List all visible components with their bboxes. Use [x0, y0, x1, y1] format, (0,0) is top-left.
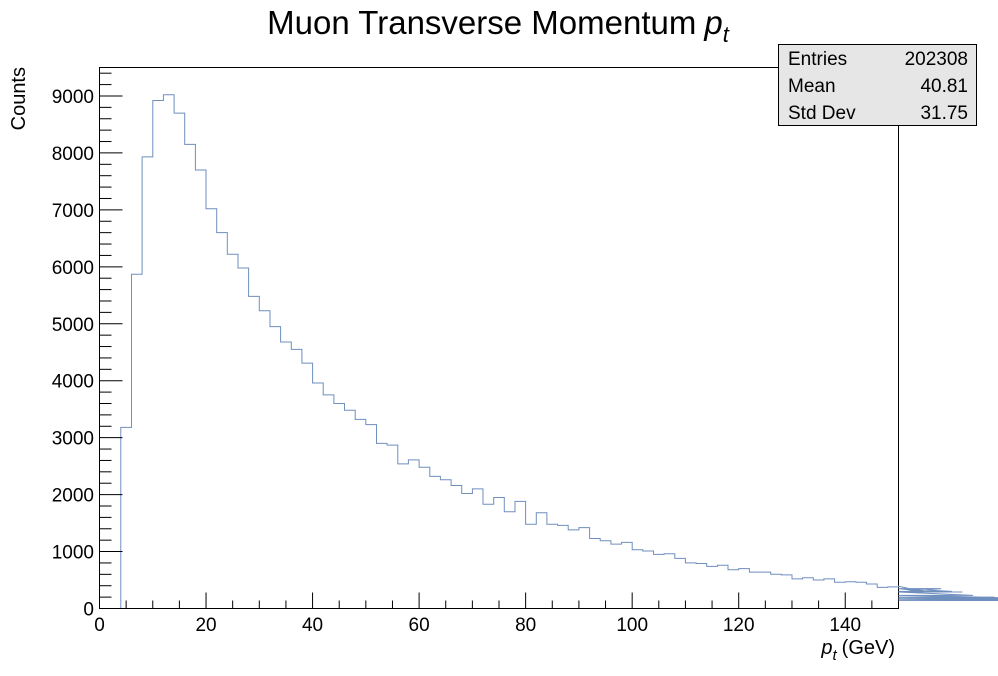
x-axis: 0 20 40 60 80 100 120 140: [94, 592, 899, 636]
stats-box: Entries 202308 Mean 40.81 Std Dev 31.75: [778, 44, 977, 126]
y-axis: 0 1000 2000 3000 4000 5000 6000 7000 8000 9000: [52, 72, 123, 621]
y-tick-label: 3000: [52, 429, 94, 450]
x-tick-label: 20: [195, 615, 216, 636]
y-axis-label: Counts: [8, 67, 30, 130]
x-axis-label-subscript: t: [832, 647, 837, 664]
stats-mean-value: 40.81: [920, 76, 968, 97]
x-tick-label: 40: [302, 615, 323, 636]
stats-std-value: 31.75: [920, 103, 968, 124]
y-tick-label: 7000: [52, 201, 94, 222]
stats-std-label: Std Dev: [788, 103, 856, 124]
x-tick-label: 80: [515, 615, 536, 636]
chart-title-symbol: p: [703, 4, 722, 41]
chart-title-text: Muon Transverse Momentum: [267, 4, 696, 41]
x-tick-label: 60: [409, 615, 430, 636]
y-tick-label: 6000: [52, 258, 94, 279]
y-tick-label: 1000: [52, 543, 94, 564]
y-tick-label: 2000: [52, 486, 94, 507]
stats-box-background: [778, 44, 977, 126]
chart-title: Muon Transverse Momentum pt: [267, 4, 730, 47]
stats-entries-label: Entries: [788, 49, 847, 70]
x-tick-label: 0: [94, 615, 105, 636]
x-axis-label-symbol: p: [820, 637, 832, 659]
stats-mean-label: Mean: [788, 76, 836, 97]
plot-frame: [99, 67, 899, 609]
chart-title-subscript: t: [723, 22, 730, 47]
y-tick-label: 4000: [52, 372, 94, 393]
y-tick-label: 5000: [52, 315, 94, 336]
x-axis-label-unit: (GeV): [842, 637, 895, 659]
y-tick-label: 0: [83, 600, 94, 621]
x-tick-label: 120: [723, 615, 755, 636]
y-tick-label: 8000: [52, 144, 94, 165]
x-tick-label: 140: [829, 615, 861, 636]
x-tick-label: 100: [616, 615, 648, 636]
y-tick-label: 9000: [52, 87, 94, 108]
x-axis-label: pt (GeV): [820, 637, 895, 664]
histogram-line: [110, 94, 998, 609]
stats-entries-value: 202308: [905, 49, 968, 70]
